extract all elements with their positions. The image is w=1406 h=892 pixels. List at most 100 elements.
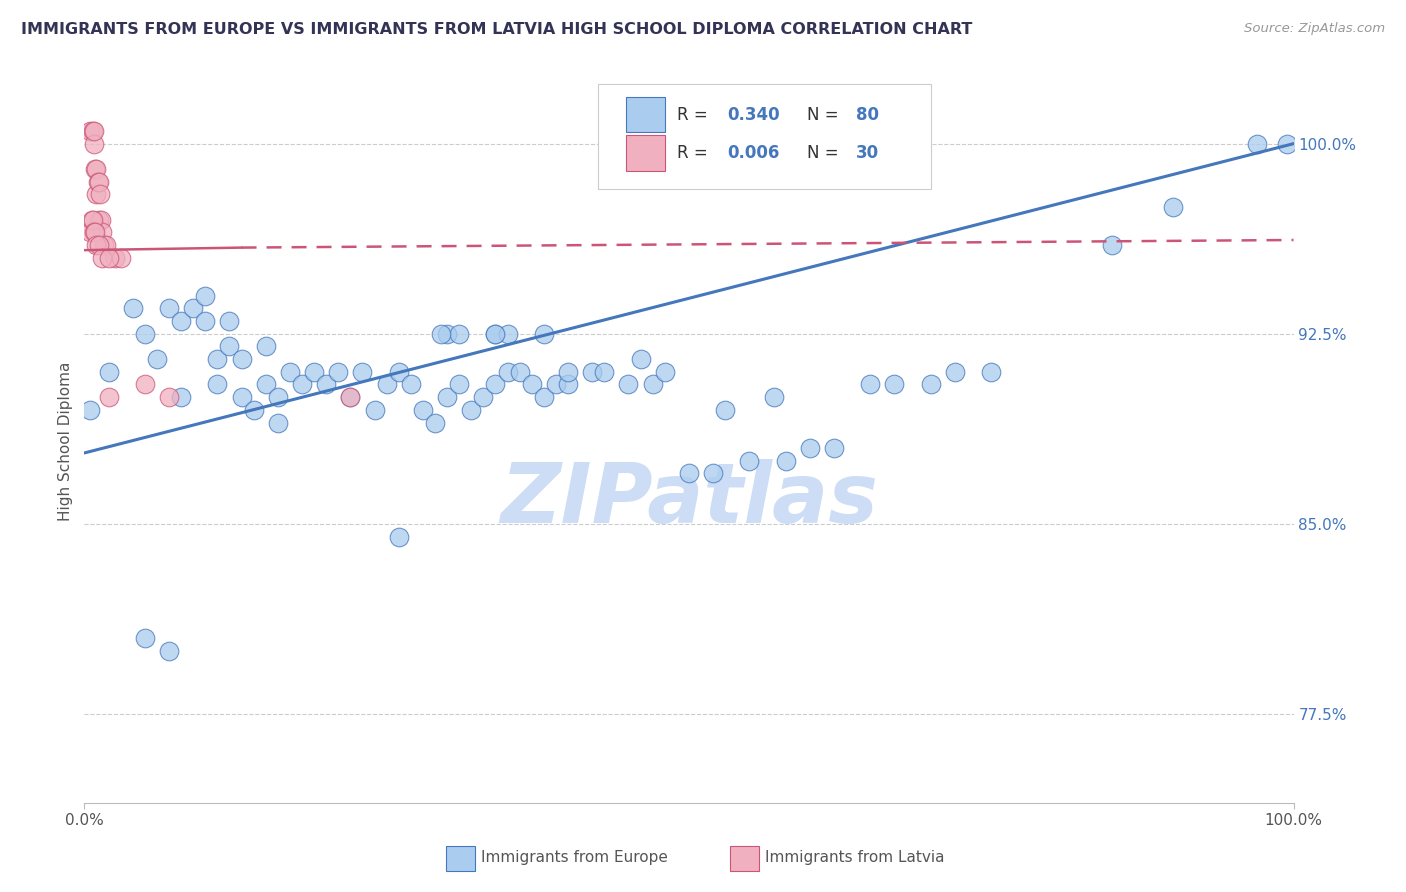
Point <box>87 238 110 252</box>
Point <box>86 238 108 252</box>
Text: 0.340: 0.340 <box>728 106 780 124</box>
Point <box>157 643 180 657</box>
Point <box>449 377 471 392</box>
Point <box>423 416 446 430</box>
Point <box>231 390 253 404</box>
Point <box>533 390 555 404</box>
Point <box>436 390 458 404</box>
Point <box>484 326 506 341</box>
Point <box>544 377 567 392</box>
Point <box>91 251 114 265</box>
Point <box>291 377 314 392</box>
Point <box>267 416 290 430</box>
Text: N =: N = <box>807 106 845 124</box>
Point <box>86 175 108 189</box>
Point <box>388 530 411 544</box>
Text: ZIPatlas: ZIPatlas <box>501 458 877 540</box>
Point <box>980 365 1002 379</box>
Text: 30: 30 <box>856 145 879 162</box>
Point <box>484 326 506 341</box>
Point <box>557 365 579 379</box>
Text: Immigrants from Europe: Immigrants from Europe <box>481 850 668 865</box>
Point <box>91 226 114 240</box>
Point <box>399 377 422 392</box>
Point <box>97 390 120 404</box>
Point <box>104 251 127 265</box>
Point <box>79 226 101 240</box>
Point <box>472 390 495 404</box>
Point <box>1161 200 1184 214</box>
Point <box>449 326 471 341</box>
Point <box>87 212 110 227</box>
Point <box>218 339 240 353</box>
FancyBboxPatch shape <box>599 84 931 189</box>
Point <box>496 365 519 379</box>
Text: 80: 80 <box>856 106 879 124</box>
Text: N =: N = <box>807 145 845 162</box>
Point <box>157 301 180 316</box>
Point <box>430 326 453 341</box>
Point <box>97 251 120 265</box>
FancyBboxPatch shape <box>730 847 759 871</box>
Text: Immigrants from Latvia: Immigrants from Latvia <box>765 850 945 865</box>
Point <box>89 187 111 202</box>
Point <box>1101 238 1123 252</box>
Point <box>170 314 193 328</box>
Point <box>593 365 616 379</box>
Point <box>84 161 107 176</box>
Point <box>920 377 942 392</box>
Point <box>328 365 350 379</box>
Point <box>80 212 103 227</box>
Point <box>581 365 603 379</box>
Point <box>181 301 204 316</box>
Point <box>823 441 845 455</box>
FancyBboxPatch shape <box>626 97 665 132</box>
Text: 0.006: 0.006 <box>728 145 780 162</box>
Point <box>412 402 434 417</box>
Point <box>775 453 797 467</box>
Point <box>315 377 337 392</box>
Point <box>134 326 156 341</box>
Point <box>484 377 506 392</box>
Y-axis label: High School Diploma: High School Diploma <box>58 362 73 521</box>
Point <box>533 326 555 341</box>
Point <box>83 226 105 240</box>
Point <box>630 352 652 367</box>
Point <box>93 238 115 252</box>
Point <box>79 124 101 138</box>
Point <box>84 226 107 240</box>
Point <box>83 124 105 138</box>
Point <box>170 390 193 404</box>
Point <box>231 352 253 367</box>
Point <box>943 365 966 379</box>
Text: IMMIGRANTS FROM EUROPE VS IMMIGRANTS FROM LATVIA HIGH SCHOOL DIPLOMA CORRELATION: IMMIGRANTS FROM EUROPE VS IMMIGRANTS FRO… <box>21 22 973 37</box>
Point <box>194 289 217 303</box>
Point <box>641 377 664 392</box>
Point <box>242 402 264 417</box>
Point <box>207 352 229 367</box>
FancyBboxPatch shape <box>626 136 665 170</box>
Point <box>702 467 724 481</box>
Point <box>254 377 277 392</box>
Text: R =: R = <box>676 106 713 124</box>
Point <box>94 238 117 252</box>
Point <box>97 365 120 379</box>
Point <box>134 377 156 392</box>
Point <box>339 390 361 404</box>
Point <box>82 212 104 227</box>
Point <box>79 402 101 417</box>
Text: R =: R = <box>676 145 713 162</box>
Point <box>302 365 325 379</box>
Point <box>460 402 482 417</box>
Point <box>654 365 676 379</box>
Point <box>86 161 108 176</box>
Point <box>87 175 110 189</box>
Point <box>883 377 905 392</box>
Point <box>194 314 217 328</box>
Point <box>375 377 398 392</box>
Point <box>90 212 112 227</box>
Point <box>218 314 240 328</box>
Point <box>714 402 737 417</box>
Point <box>352 365 374 379</box>
Point <box>436 326 458 341</box>
